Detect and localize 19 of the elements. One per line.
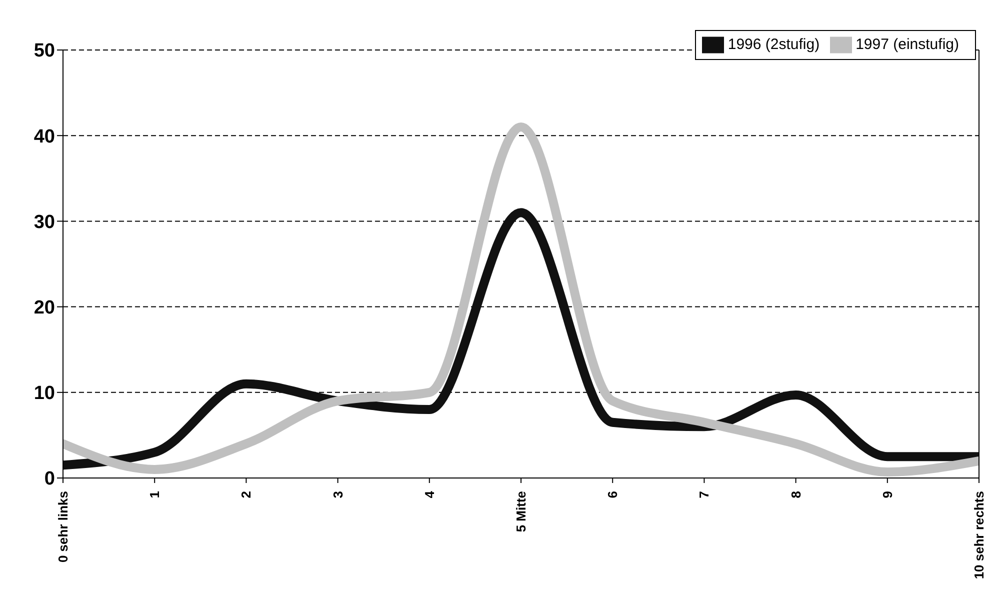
legend-label: 1997 (einstufig)	[856, 36, 959, 53]
y-tick-label: 40	[34, 126, 55, 148]
y-tick-label: 50	[34, 40, 55, 62]
y-tick-label: 20	[34, 298, 55, 319]
x-tick-label: 8	[788, 491, 804, 498]
x-tick-label: 1	[147, 491, 162, 498]
x-tick-label: 2	[238, 491, 254, 498]
y-tick-label: 0	[44, 468, 55, 490]
y-tick-label: 30	[34, 212, 55, 233]
legend-label: 1996 (2stufig)	[728, 36, 820, 53]
x-tick-label: 9	[880, 491, 895, 498]
x-tick-label: 4	[422, 490, 437, 498]
x-tick-label: 6	[605, 491, 620, 498]
x-tick-label: 10 sehr rechts	[972, 491, 986, 580]
x-tick-label: 5 Mitte	[514, 491, 528, 532]
x-tick-label: 0 sehr links	[56, 491, 70, 563]
x-tick-label: 7	[696, 491, 712, 498]
x-tick-label: 3	[330, 491, 346, 498]
y-tick-label: 10	[34, 383, 55, 404]
